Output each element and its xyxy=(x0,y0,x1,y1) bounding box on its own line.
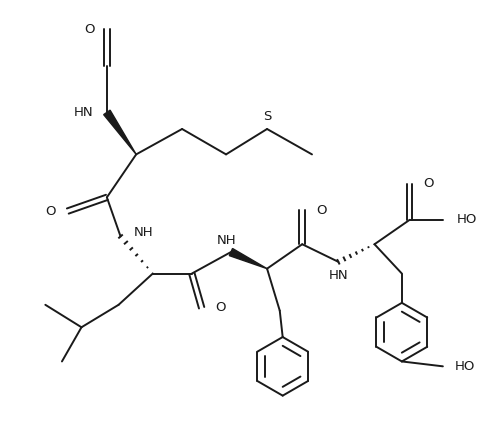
Text: NH: NH xyxy=(217,234,237,247)
Text: O: O xyxy=(46,204,56,218)
Text: HO: HO xyxy=(456,213,477,227)
Polygon shape xyxy=(229,249,267,269)
Text: HN: HN xyxy=(73,106,93,119)
Text: HO: HO xyxy=(455,360,475,373)
Text: O: O xyxy=(423,177,434,190)
Text: S: S xyxy=(263,110,271,123)
Text: HN: HN xyxy=(328,269,348,282)
Text: NH: NH xyxy=(134,226,154,239)
Polygon shape xyxy=(104,110,136,154)
Text: O: O xyxy=(316,204,326,217)
Text: O: O xyxy=(84,23,95,36)
Text: O: O xyxy=(216,301,226,314)
